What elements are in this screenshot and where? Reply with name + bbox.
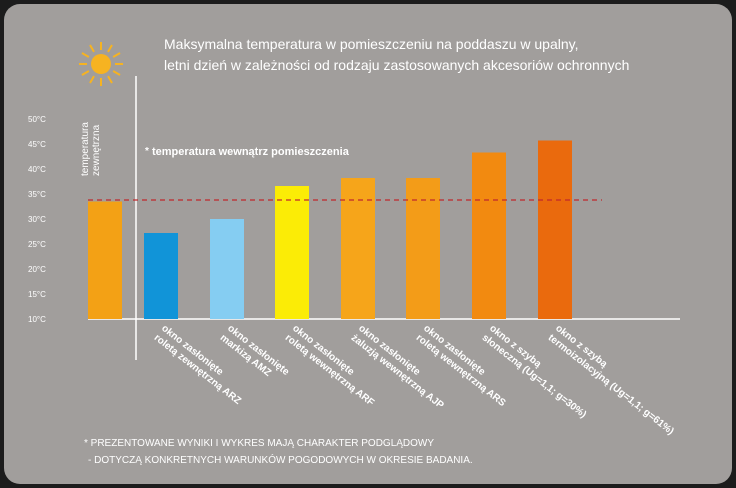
bar (406, 178, 440, 319)
bar (144, 233, 178, 319)
y-tick-label: 10°C (28, 315, 46, 324)
reference-label-text: temperatura wewnątrz pomieszczenia (151, 146, 349, 158)
y-tick-label: 50°C (28, 115, 46, 124)
sun-icon (79, 42, 123, 86)
reference-marker: * (145, 146, 149, 157)
y-axis-label-line-2: zewnętrzna (91, 124, 102, 176)
y-tick-label: 15°C (28, 290, 46, 299)
footnote-2: - DOTYCZĄ KONKRETNYCH WARUNKÓW POGODOWYC… (88, 455, 473, 466)
chart-card: 10°C 15°C 20°C 25°C 30°C 35°C 40°C 45°C 50°C tem… (4, 4, 732, 484)
reference-line-label: * temperatura wewnątrz pomieszczenia (145, 146, 349, 158)
bar (472, 152, 506, 319)
title-line-1: Maksymalna temperatura w pomieszczeniu n… (164, 36, 579, 52)
y-axis-label-line-1: temperatura (80, 122, 91, 176)
y-tick-label: 45°C (28, 140, 46, 149)
bar (341, 178, 375, 319)
chart-title: Maksymalna temperatura w pomieszczeniu n… (164, 34, 630, 76)
y-tick-label: 25°C (28, 240, 46, 249)
y-tick-label: 35°C (28, 190, 46, 199)
bar (88, 201, 122, 319)
y-tick-label: 20°C (28, 265, 46, 274)
chart-svg: 10°C 15°C 20°C 25°C 30°C 35°C 40°C 45°C 50°C tem… (28, 42, 680, 360)
title-line-2: letni dzień w zależności od rodzaju zast… (164, 57, 630, 73)
y-axis-label: temperatura zewnętrzna (80, 119, 102, 176)
y-tick-label: 30°C (28, 215, 46, 224)
bar (210, 219, 244, 319)
y-tick-label: 40°C (28, 165, 46, 174)
bar (275, 186, 309, 319)
bar (538, 140, 572, 319)
footnote-1: * PREZENTOWANE WYNIKI I WYKRES MAJĄ CHAR… (84, 438, 435, 449)
